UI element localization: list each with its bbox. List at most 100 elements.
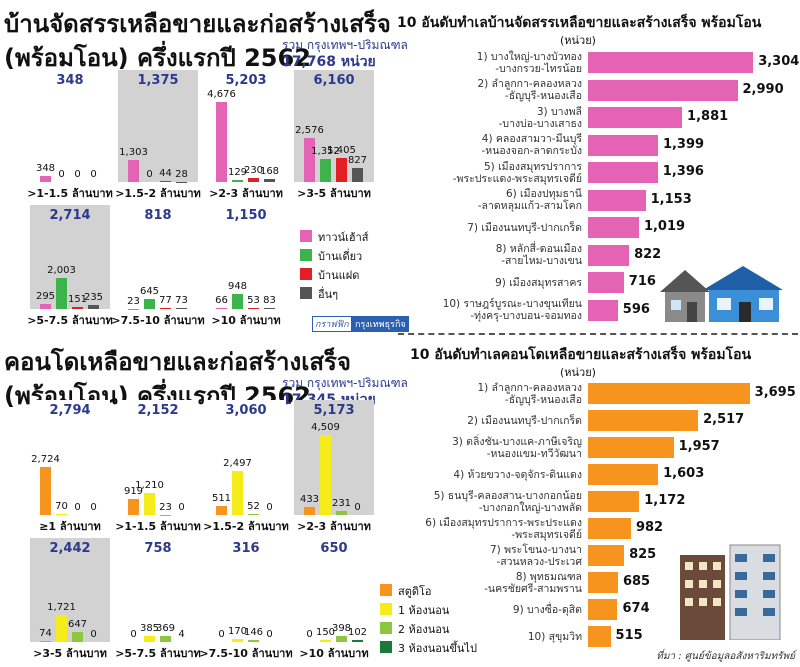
value-label: 0	[90, 502, 97, 513]
bar	[304, 137, 315, 182]
value-label: 1,210	[135, 480, 164, 492]
panel-total: 6,160	[313, 73, 355, 88]
panel-label: >7.5-10 ล้านบาท	[199, 647, 293, 660]
value-label: 0	[74, 169, 81, 180]
legend-label: 2 ห้องนอน	[398, 623, 450, 636]
chart-title: (พร้อมโอน) ครึ่งแรกปี 2562	[4, 44, 311, 72]
chart-title: 10 อันดับทำเลคอนโดเหลือขายและสร้างเสร็จ …	[410, 347, 752, 363]
bar	[588, 410, 699, 431]
bar	[588, 79, 738, 101]
value-label: 1,405	[327, 144, 356, 156]
legend-swatch	[300, 249, 312, 261]
total-units: 17,768 หน่วย	[282, 54, 376, 70]
value-label: 0	[74, 502, 81, 513]
bar	[352, 167, 363, 182]
category-label: 3) ตลิ่งชัน-บางแค-ภาษีเจริญ -หนองแขม-ทวี…	[452, 435, 582, 460]
bar	[40, 640, 51, 642]
panel	[294, 538, 374, 642]
legend-swatch	[380, 584, 392, 596]
panel-label: >5-7.5 ล้านบาท	[115, 647, 201, 660]
legend-label: 1 ห้องนอน	[398, 604, 450, 617]
panel-total: 1,150	[225, 208, 267, 223]
category-label: 8) หลักสี่-ดอนเมือง -สายไหม-บางเขน	[495, 243, 582, 267]
category-label: 5) ธนบุรี-คลองสาน-บางกอกน้อย -บางกอกใหญ่…	[433, 489, 582, 514]
value-label: 948	[227, 281, 248, 293]
bar	[588, 491, 640, 512]
panel-total: 2,794	[49, 403, 91, 418]
panel-label: >3-5 ล้านบาท	[297, 187, 371, 200]
panel	[118, 205, 198, 309]
legend-swatch	[380, 641, 392, 653]
value-label: 1,957	[678, 439, 720, 454]
panel-label: >2-3 ล้านบาท	[209, 187, 283, 200]
unit-label: (หน่วย)	[560, 34, 596, 47]
value-label: 0	[90, 629, 97, 640]
value-label: 825	[629, 547, 657, 562]
value-label: 146	[243, 626, 264, 638]
value-label: 1,399	[662, 136, 705, 152]
credit: กราฟฟิก	[312, 316, 352, 332]
value-label: 23	[159, 501, 172, 513]
value-label: 53	[247, 295, 260, 307]
building-illustration	[680, 544, 781, 640]
value-label: 70	[55, 500, 68, 512]
panel	[294, 400, 374, 515]
bar	[336, 157, 347, 182]
panel-label: >1-1.5 ล้านบาท	[115, 520, 201, 533]
value-label: 0	[354, 502, 361, 513]
category-label: 7) เมืองนนทบุรี-ปากเกร็ด	[467, 221, 582, 234]
value-label: 0	[218, 629, 225, 640]
bar	[588, 162, 658, 183]
value-label: 4,676	[207, 88, 236, 100]
bar	[40, 304, 51, 309]
bar	[320, 158, 331, 182]
legend-label: สตูดิโอ	[398, 585, 432, 598]
panel	[206, 400, 286, 515]
bar	[304, 507, 315, 515]
legend-label: บ้านเดี่ยว	[318, 250, 363, 263]
panel-total: 3,060	[225, 403, 267, 418]
bar	[264, 307, 275, 309]
bar	[588, 244, 630, 266]
category-label: 7) พระโขนง-บางนา -สวนหลวง-ประเวศ	[490, 543, 582, 568]
value-label: 2,517	[703, 412, 745, 427]
bar	[588, 518, 631, 539]
value-label: 0	[266, 629, 273, 640]
bar	[588, 217, 639, 238]
value-label: 150	[315, 626, 336, 638]
value-label: 0	[146, 169, 153, 180]
panel	[118, 538, 198, 642]
credit-brand: กรุงเทพธุรกิจ	[352, 316, 409, 332]
value-label: 1,153	[650, 191, 692, 207]
bar	[588, 464, 659, 485]
value-label: 74	[39, 627, 52, 639]
bar	[588, 272, 624, 293]
value-label: 77	[159, 294, 172, 306]
bar	[248, 178, 259, 182]
subtitle: รวม กรุงเทพฯ-ปริมณฑล	[282, 38, 408, 52]
value-label: 685	[622, 574, 651, 589]
bar	[232, 470, 243, 515]
value-label: 170	[227, 626, 248, 638]
legend-label: อื่นๆ	[318, 288, 339, 301]
bar	[232, 179, 243, 182]
bar	[320, 639, 331, 642]
category-label: 2) เมืองนนทบุรี-ปากเกร็ด	[467, 414, 582, 427]
value-label: 295	[35, 291, 56, 303]
value-label: 44	[159, 168, 172, 180]
value-label: 674	[622, 601, 650, 616]
bar	[160, 636, 171, 642]
bar	[588, 107, 683, 128]
chart-title: 10 อันดับทำเลบ้านจัดสรรเหลือขายและสร้างเ…	[397, 15, 762, 31]
divider	[398, 333, 798, 335]
panel-total: 650	[320, 541, 348, 556]
bar	[264, 179, 275, 182]
legend-swatch	[300, 287, 312, 299]
bar	[336, 510, 347, 515]
legend-swatch	[300, 230, 312, 242]
bar	[72, 306, 83, 309]
panel-label: >1-1.5 ล้านบาท	[27, 187, 113, 200]
category-label: 10) ราษฎร์บูรณะ-บางขุนเทียน -ทุ่งครุ-บาง…	[442, 298, 582, 322]
value-label: 4	[178, 628, 185, 640]
bar	[248, 308, 259, 309]
